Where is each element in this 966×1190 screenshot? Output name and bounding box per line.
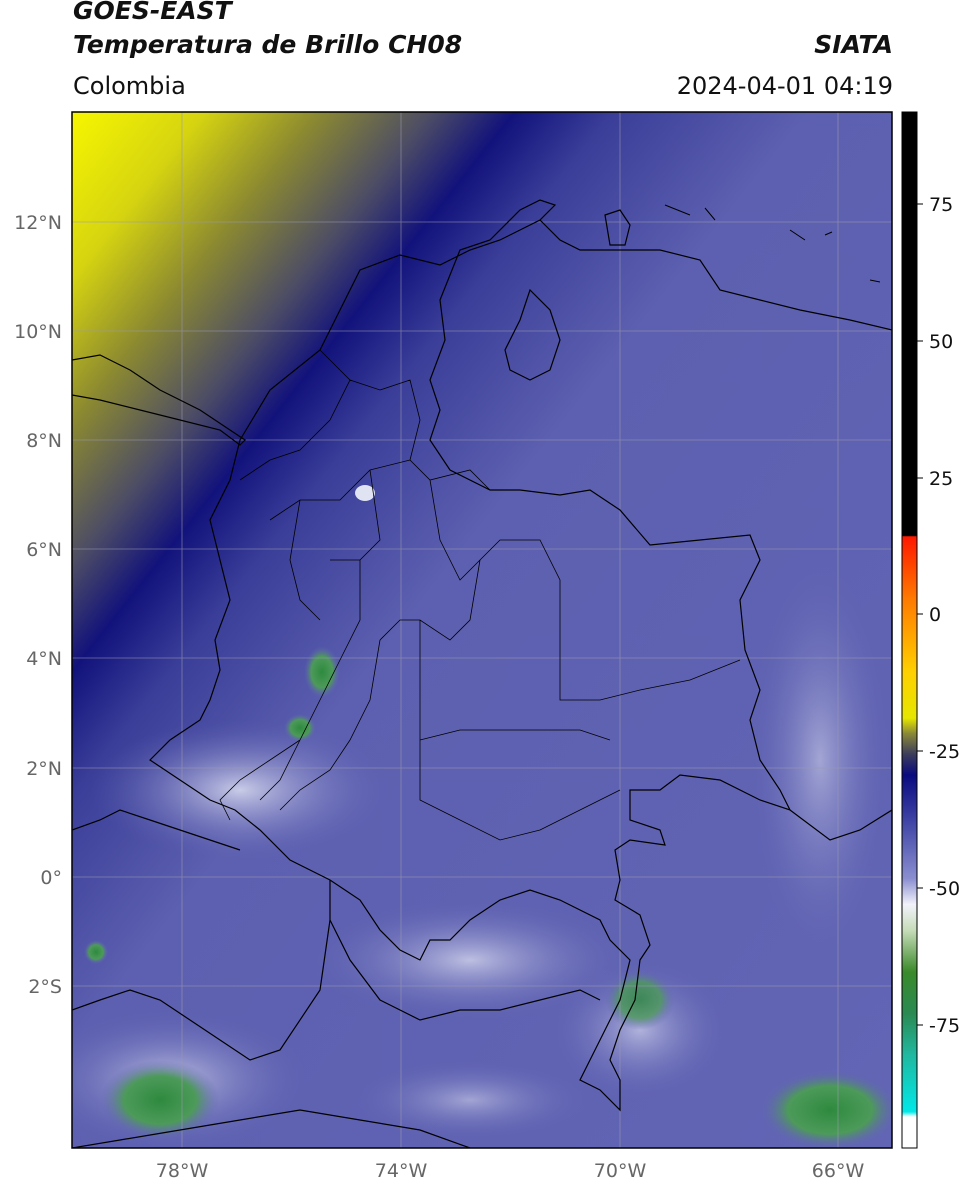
lat-tick: 0° <box>40 867 62 889</box>
lon-tick: 70°W <box>594 1160 647 1182</box>
lat-tick: 6°N <box>26 539 62 561</box>
colorbar-tick: 0 <box>929 604 941 626</box>
graticule <box>72 112 892 1148</box>
lat-tick: 8°N <box>26 430 62 452</box>
brightness-temperature-field <box>72 112 892 1148</box>
lon-tick: 78°W <box>156 1160 209 1182</box>
lat-tick: 12°N <box>14 212 62 234</box>
country-borders <box>72 199 892 1148</box>
caribbean-islands <box>664 204 881 283</box>
venezuela-coast <box>539 219 892 331</box>
product-title: Temperatura de Brillo CH08 <box>73 30 463 59</box>
lon-tick: 66°W <box>812 1160 865 1182</box>
pacific-coast <box>72 809 241 851</box>
colorbar-tick: -25 <box>929 741 960 763</box>
satellite-title: GOES-EAST <box>73 0 232 25</box>
peru-brazil-border <box>329 880 601 1021</box>
ecuador-peru-border <box>72 919 331 1061</box>
colorbar-tick: 25 <box>929 468 953 490</box>
colorbar-tick: 50 <box>929 331 953 353</box>
colorbar-frame <box>901 111 918 1149</box>
southern-border <box>72 1109 471 1148</box>
colorbar-tick: 75 <box>929 194 953 216</box>
colorbar-tick: -75 <box>929 1015 960 1037</box>
paraguana <box>604 209 631 246</box>
map-frame <box>71 111 893 1149</box>
lon-tick: 74°W <box>375 1160 428 1182</box>
region-label: Colombia <box>73 72 186 100</box>
departments <box>219 349 741 841</box>
lat-tick: 2°N <box>26 758 62 780</box>
venezuela-southern-border <box>789 809 892 841</box>
colombia-border <box>149 199 792 1112</box>
source-label: SIATA <box>814 30 893 59</box>
datetime-label: 2024-04-01 04:19 <box>676 72 893 100</box>
lat-tick: 2°S <box>28 976 62 998</box>
panama-coast <box>72 354 246 446</box>
lat-tick: 4°N <box>26 648 62 670</box>
colorbar-tick: -50 <box>929 878 960 900</box>
lake-maracaibo <box>504 288 561 381</box>
colorbar-ramp <box>902 112 917 1148</box>
colorbar: 75 50 25 0 -25 -50 -75 <box>901 111 960 1149</box>
lat-tick: 10°N <box>14 321 62 343</box>
